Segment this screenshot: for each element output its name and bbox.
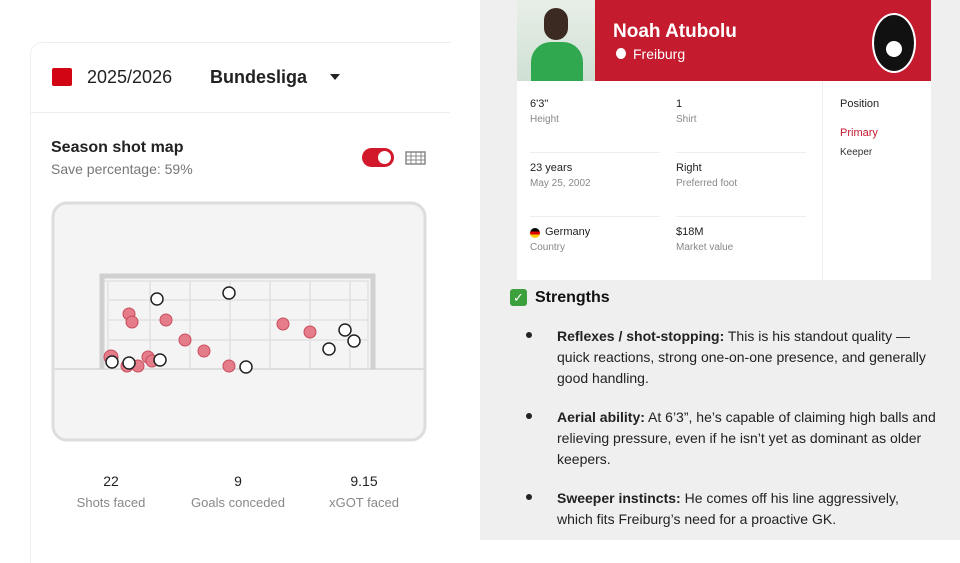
field-value: Germany [545,226,591,238]
stat-value: 9 [234,473,242,489]
bullet [526,494,532,500]
field-label: May 25, 2002 [530,178,591,189]
field-value: 23 years [530,162,573,174]
divider [30,112,450,113]
strength-text: This is his standout quality — quick rea… [557,328,926,386]
bullet [526,413,532,419]
position-primary: Primary [840,127,878,139]
strength-item: Aerial ability: At 6’3”, he’s capable of… [557,407,937,470]
left-card [30,42,451,563]
club-name: Freiburg [633,46,686,62]
stat-label: Shots faced [76,495,146,510]
season: 2025/2026 [87,67,173,87]
country-flag [530,228,540,238]
strength-item: Reflexes / shot-stopping: This is his st… [557,326,937,389]
page: 2025/2026 Bundesliga Season shot map Sav… [30,0,960,563]
toggle[interactable] [362,148,394,167]
strength-text: He comes off his line aggressively, whic… [557,490,899,527]
strength-item: Sweeper instincts: He comes off his line… [557,488,937,530]
field-divider [530,216,660,217]
league[interactable]: Bundesliga [210,67,308,87]
shot-map-title: Season shot map [51,139,184,156]
stat-label: Goals conceded [191,495,285,510]
player-photo [517,0,595,81]
field-value: $18M [676,226,704,238]
grid-icon[interactable] [405,150,427,166]
field-divider [530,152,660,153]
field-value: 1 [676,98,683,110]
field-divider [676,216,806,217]
check-icon: ✓ [510,289,527,306]
field-label: Shirt [676,114,697,125]
strength-lead: Sweeper instincts: [557,490,681,506]
player-name: Noah Atubolu [613,21,737,42]
strengths-title: Strengths [535,289,610,306]
strength-lead: Aerial ability: [557,409,645,425]
field-value: 6'3" [530,98,549,110]
field-label: Height [530,114,559,125]
shot-map-subtitle: Save percentage: 59% [51,161,193,177]
stat-value: 22 [103,473,119,489]
field-value: Right [676,162,702,174]
field-divider [676,152,806,153]
strength-text: At 6’3”, he’s capable of claiming high b… [557,409,936,467]
position-title: Position [840,98,880,110]
stat-label: xGOT faced [329,495,399,510]
dropdown-arrow[interactable] [330,74,340,80]
club-icon [616,48,626,59]
league-flag [52,68,72,86]
stat-value: 9.15 [350,473,378,489]
field-label: Market value [676,242,734,253]
card-divider [822,82,823,280]
field-label: Country [530,242,566,253]
strength-lead: Reflexes / shot-stopping: [557,328,725,344]
bullet [526,332,532,338]
position-role: Keeper [840,147,873,158]
field-label: Preferred foot [676,178,738,189]
shot-map [51,201,427,442]
club-crest [872,13,916,73]
